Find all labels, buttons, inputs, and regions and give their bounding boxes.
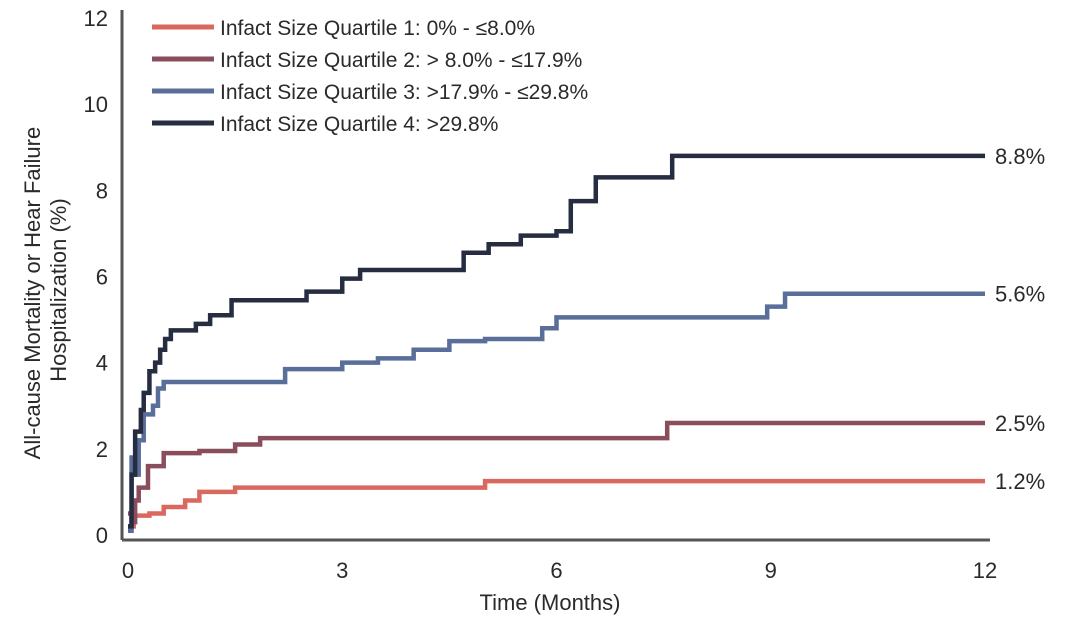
x-tick-label: 0: [122, 558, 134, 583]
end-label-q4: 8.8%: [995, 144, 1045, 169]
x-axis-title: Time (Months): [480, 590, 621, 615]
legend-label-q1: Infact Size Quartile 1: 0% - ≤8.0%: [220, 17, 535, 40]
x-tick-label: 12: [973, 558, 997, 583]
y-axis-title-line-2: Hospitalization (%): [46, 198, 71, 381]
series-line-q3: [128, 291, 985, 533]
y-tick-label: 0: [96, 523, 108, 548]
y-tick-label: 6: [96, 265, 108, 290]
y-tick-label: 8: [96, 178, 108, 203]
legend-label-q4: Infact Size Quartile 4: >29.8%: [220, 113, 498, 136]
legend-label-q2: Infact Size Quartile 2: > 8.0% - ≤17.9%: [220, 49, 582, 72]
y-tick-label: 4: [96, 351, 108, 376]
y-tick-label: 10: [84, 92, 108, 117]
end-label-q3: 5.6%: [995, 282, 1045, 307]
series-line-q1: [128, 478, 985, 529]
x-tick-label: 9: [765, 558, 777, 583]
y-tick-label: 2: [96, 437, 108, 462]
y-axis-title-line-1: All-cause Mortality or Hear Failure: [20, 127, 45, 460]
series-line-q4: [128, 153, 985, 529]
y-tick-label: 12: [84, 6, 108, 31]
y-axis-title: All-cause Mortality or Hear Failure Hosp…: [20, 121, 71, 460]
series-line-q2: [128, 420, 985, 525]
end-label-q1: 1.2%: [995, 469, 1045, 494]
legend-label-q3: Infact Size Quartile 3: >17.9% - ≤29.8%: [220, 81, 588, 104]
end-label-q2: 2.5%: [995, 411, 1045, 436]
x-tick-label: 6: [550, 558, 562, 583]
x-tick-label: 3: [336, 558, 348, 583]
